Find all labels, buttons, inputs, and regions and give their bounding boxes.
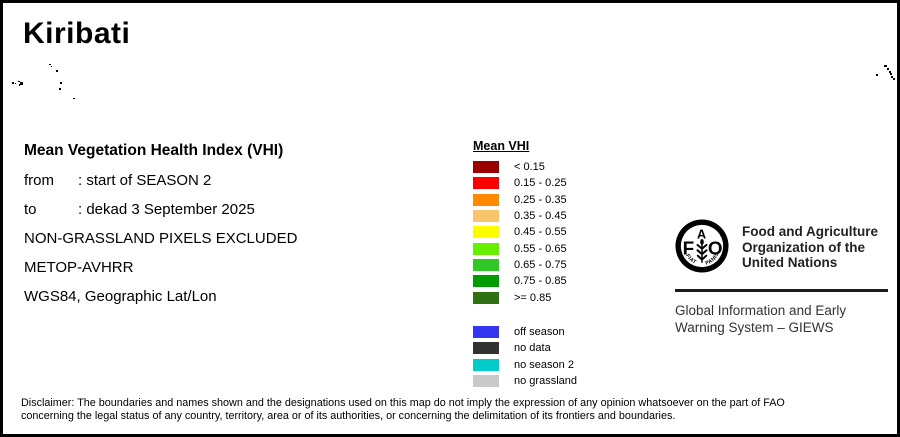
legend-label: 0.65 - 0.75	[514, 259, 567, 272]
fao-logo-icon: F O A FIAT PANIS	[675, 219, 729, 273]
legend-swatch	[473, 275, 499, 288]
legend-swatch	[473, 342, 499, 355]
info-label: to	[24, 201, 37, 218]
island-dot	[890, 73, 892, 75]
legend-label: 0.15 - 0.25	[514, 177, 567, 190]
legend-swatch	[473, 193, 499, 206]
legend-label: < 0.15	[514, 161, 545, 174]
giews-line: Warning System – GIEWS	[675, 320, 834, 335]
island-dot	[876, 74, 878, 76]
legend-row: off season	[473, 324, 577, 340]
info-row-sensor: METOP-AVHRR	[24, 259, 134, 276]
fao-org-line: Organization of the	[742, 239, 865, 255]
island-dot	[20, 82, 23, 85]
map-info-heading: Mean Vegetation Health Index (VHI)	[24, 142, 284, 159]
legend-row: no data	[473, 340, 577, 356]
wheat-ear-icon	[696, 238, 708, 263]
legend-label: >= 0.85	[514, 291, 552, 304]
info-row-mask: NON-GRASSLAND PIXELS EXCLUDED	[24, 230, 298, 247]
fao-org-name: Food and Agriculture Organization of the…	[742, 224, 878, 271]
fao-letter-a: A	[697, 227, 706, 241]
legend-label: no grassland	[514, 375, 577, 388]
legend-row: < 0.15	[473, 159, 567, 175]
island-dot	[890, 75, 893, 78]
legend-label: 0.55 - 0.65	[514, 242, 567, 255]
legend-row: 0.25 - 0.35	[473, 192, 567, 208]
island-dot	[12, 81, 14, 84]
fao-letter-f: F	[683, 239, 695, 260]
legend-swatch	[473, 259, 499, 272]
disclaimer-line: concerning the legal status of any count…	[21, 410, 676, 423]
island-dot	[72, 97, 75, 99]
disclaimer-line: Disclaimer: The boundaries and names sho…	[21, 397, 785, 409]
legend-vhi: Mean VHI < 0.15 0.15 - 0.25 0.25 - 0.35 …	[473, 139, 567, 306]
legend-row: 0.75 - 0.85	[473, 273, 567, 289]
giews-line: Global Information and Early	[675, 303, 847, 318]
island-dot	[59, 82, 62, 84]
legend-row: 0.65 - 0.75	[473, 257, 567, 273]
legend-label: 0.45 - 0.55	[514, 226, 567, 239]
map-info-block: Mean Vegetation Health Index (VHI) from:…	[24, 142, 297, 317]
legend-row: 0.15 - 0.25	[473, 175, 567, 191]
island-dot	[892, 77, 895, 80]
legend-row: no season 2	[473, 357, 577, 373]
legend-swatch	[473, 242, 499, 255]
info-row-from: from : start of SEASON 2	[24, 172, 297, 201]
legend-swatch	[473, 210, 499, 223]
island-dot	[884, 64, 887, 67]
island-dot	[14, 82, 16, 84]
info-value: : start of SEASON 2	[78, 172, 212, 189]
legend-row: 0.45 - 0.55	[473, 224, 567, 240]
island-dot	[59, 87, 61, 90]
legend-row: 0.55 - 0.65	[473, 241, 567, 257]
legend-swatch	[473, 291, 499, 304]
fao-divider-line	[675, 289, 888, 292]
info-row-to: to : dekad 3 September 2025	[24, 201, 297, 230]
legend-label: no season 2	[514, 358, 574, 371]
legend-status: off season no data no season 2 no grassl…	[473, 324, 577, 389]
legend-label: no data	[514, 342, 551, 355]
info-row-projection: WGS84, Geographic Lat/Lon	[24, 288, 217, 305]
legend-swatch	[473, 226, 499, 239]
legend-label: 0.25 - 0.35	[514, 193, 567, 206]
legend-swatch	[473, 161, 499, 174]
legend-label: 0.75 - 0.85	[514, 275, 567, 288]
island-dot	[18, 84, 20, 86]
legend-row: 0.35 - 0.45	[473, 208, 567, 224]
disclaimer-text: Disclaimer: The boundaries and names sho…	[21, 397, 886, 424]
info-value: : dekad 3 September 2025	[78, 201, 255, 218]
fao-org-line: Food and Agriculture	[742, 224, 878, 239]
info-label: from	[24, 172, 54, 189]
legend-label: 0.35 - 0.45	[514, 210, 567, 223]
giews-label: Global Information and Early Warning Sys…	[675, 302, 846, 336]
legend-title: Mean VHI	[473, 139, 530, 153]
island-dot	[887, 68, 889, 70]
legend-row: no grassland	[473, 373, 577, 389]
island-dot	[50, 65, 52, 67]
fao-letter-o: O	[708, 239, 723, 260]
fao-org-line: United Nations	[742, 255, 838, 270]
legend-row: >= 0.85	[473, 290, 567, 306]
legend-swatch	[473, 326, 499, 339]
island-dot	[48, 63, 51, 65]
legend-label: off season	[514, 326, 565, 339]
island-dot	[18, 80, 20, 82]
legend-swatch	[473, 177, 499, 190]
page-title: Kiribati	[23, 17, 131, 50]
island-dot	[55, 69, 58, 72]
legend-swatch	[473, 358, 499, 371]
island-dot	[888, 70, 891, 73]
legend-swatch	[473, 375, 499, 388]
